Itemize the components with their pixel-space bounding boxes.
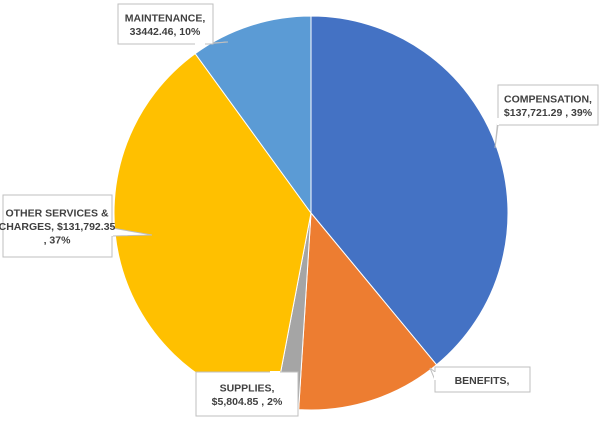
data-label-text: BENEFITS, <box>455 375 510 387</box>
pie-slice-benefits <box>298 211 438 411</box>
data-label-text: SUPPLIES, <box>220 382 275 394</box>
pie-slices <box>113 15 509 411</box>
data-label-text: MAINTENANCE, <box>125 12 206 24</box>
data-label-text: 33442.46, 10% <box>130 26 201 38</box>
data-label-benefits: BENEFITS, <box>429 366 531 393</box>
data-label-text: OTHER SERVICES & <box>5 208 108 220</box>
data-label-text: $137,721.29 , 39% <box>504 107 593 119</box>
data-label-callouts: COMPENSATION, $137,721.29 , 39% BENEFITS, S… <box>0 3 599 417</box>
data-label-text: COMPENSATION, <box>504 93 592 105</box>
pie-slice-compensation <box>310 15 509 366</box>
callout-box <box>434 366 531 393</box>
data-label-maintenance: MAINTENANCE, 33442.46, 10% <box>117 3 229 45</box>
data-label-supplies: SUPPLIES, $5,804.85 , 2% <box>195 371 299 417</box>
data-label-text: CHARGES, $131,792.35 <box>0 221 116 233</box>
data-label-other-services-charges: OTHER SERVICES &CHARGES, $131,792.35 , 37… <box>0 194 153 258</box>
data-label-text: $5,804.85 , 2% <box>212 396 283 408</box>
pie-slice-maintenance <box>194 15 312 215</box>
callout-box <box>195 371 299 417</box>
callout-box <box>497 84 599 126</box>
data-label-compensation: COMPENSATION, $137,721.29 , 39% <box>494 84 599 149</box>
data-label-text: , 37% <box>44 235 72 247</box>
callout-box <box>117 3 214 45</box>
callout-box <box>2 194 113 258</box>
